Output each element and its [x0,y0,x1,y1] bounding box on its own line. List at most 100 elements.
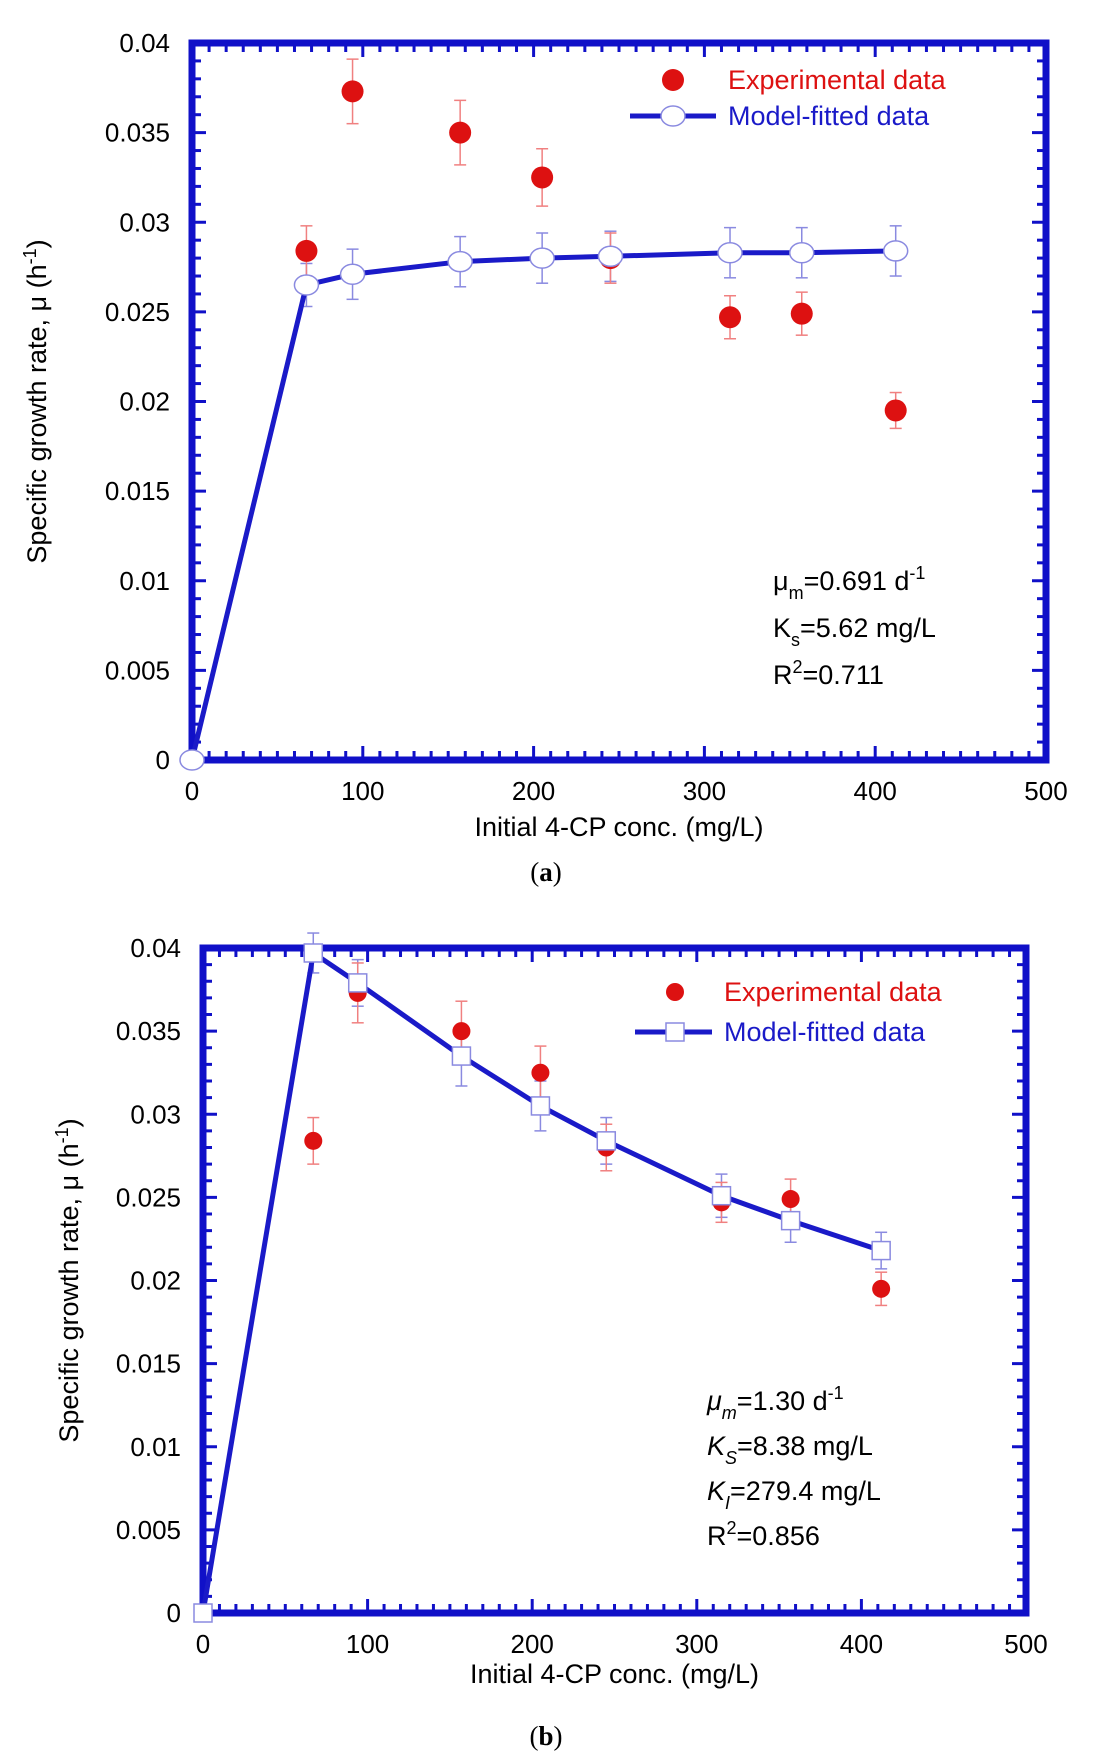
panel-a-y-tick-label: 0.025 [105,297,170,327]
panel-a-model-point [882,240,909,262]
panel-a-x-tick-label: 300 [683,776,726,806]
panel-a-y-axis-label-tail: ) [22,239,52,248]
panel-a-annotation-sup: -1 [909,563,925,583]
chart-panel-b: 0 100 200 300 400 500 0 0.005 0.01 0.015 0.02 0.025… [52,932,1048,1689]
panel-b-model-point [780,1210,801,1231]
panel-a-annotation-sup: 2 [793,657,803,677]
panel-b-model-point [303,943,324,963]
panel-a-experimental-point [295,239,318,262]
panel-b-y-axis-label: Specific growth rate, μ (h-1) [52,1118,84,1442]
panel-a-legend-model-marker [660,105,686,127]
panel-b-annotation-base: K [707,1476,726,1506]
panel-b-annotation-text: =8.38 mg/L [737,1431,873,1461]
caption-a-letter: a [539,857,553,887]
panel-b-x-tick-label: 100 [346,1629,389,1659]
panel-a-annotation-sub: m [789,583,804,603]
panel-a-parameter-annotation: R2=0.711 [773,657,884,690]
panel-b-experimental-point [452,1022,471,1041]
panel-a-x-tick-label: 500 [1024,776,1067,806]
panel-b-model-point [347,973,368,993]
panel-a-y-tick-label: 0.03 [119,207,170,237]
panel-a-model-point [717,241,743,264]
panel-a-model-point [447,250,473,273]
panel-b-y-axis-label-sup: -1 [52,1127,72,1143]
panel-b-x-tick-label: 200 [511,1629,554,1659]
panel-b-annotation-text: =279.4 mg/L [730,1476,881,1506]
panel-a-plot-frame [188,39,1050,764]
panel-a-y-tick-label: 0.01 [119,566,170,596]
panel-b-legend-experimental-marker [666,983,684,1001]
panel-a-annotation-base: K [773,613,791,643]
panel-b-x-tick-label: 400 [840,1629,883,1659]
panel-b-y-tick-label: 0.035 [116,1016,181,1046]
panel-b-annotation-base: R [707,1521,727,1551]
panel-b-parameter-annotation: μm=1.30 d-1 [706,1383,844,1423]
panel-b-y-tick-label: 0.005 [116,1515,181,1545]
panel-b-parameter-annotation: KI=279.4 mg/L [707,1476,881,1513]
panel-a-experimental-point [790,302,813,325]
panel-a-model-point [597,245,624,268]
panel-b-legend-model-label: Model-fitted data [724,1017,926,1047]
panel-a-experimental-point [449,121,472,144]
panel-a-y-tick-label: 0 [156,745,170,775]
panel-a-y-tick-label: 0.035 [105,118,170,148]
panel-a-model-point [789,241,815,264]
panel-a-x-tick-label: 200 [512,776,555,806]
panel-b-y-axis-label-tail: ) [54,1118,84,1127]
panel-b-experimental-point [304,1131,323,1150]
panel-a-model-point [529,247,555,269]
panel-a-legend-experimental-marker [662,69,684,91]
panel-a-y-axis-label-main: Specific growth rate, μ (h [22,264,52,563]
panel-b-annotation-text: =1.30 d [737,1386,828,1416]
panel-a-experimental-point [341,80,364,103]
chart-panel-a: 0 100 200 300 400 500 0 0.005 0.01 0.015 0.02 0.025… [20,28,1068,842]
panel-b-y-tick-label: 0.015 [116,1349,181,1379]
panel-a-y-tick-label: 0.04 [119,28,170,58]
panel-a-experimental-point [719,306,742,329]
panel-b-legend-model-marker [665,1022,685,1042]
panel-a-parameter-annotation: μm=0.691 d-1 [773,563,925,603]
panel-a-y-tick-label: 0.02 [119,387,170,417]
panel-b-model-point [193,1603,213,1623]
panel-a-model-point [293,274,320,296]
panel-a-x-tick-label: 100 [341,776,384,806]
panel-a-experimental-point [884,399,907,422]
panel-b-model-point [451,1046,472,1066]
panel-a-y-tick-label: 0.015 [105,476,170,506]
panel-a-x-axis-label: Initial 4-CP conc. (mg/L) [474,812,763,842]
panel-a-annotation-sub: s [791,630,800,650]
panel-b-x-tick-label: 300 [675,1629,718,1659]
panel-a-y-axis-label-sup: -1 [20,248,40,264]
caption-b-letter: b [538,1721,553,1751]
panel-b-y-tick-label: 0.01 [130,1432,181,1462]
panel-b-annotation-base: K [707,1431,726,1461]
panel-b-y-tick-label: 0 [167,1598,181,1628]
panel-b-annotation-sup: -1 [828,1383,844,1403]
panel-a-legend-experimental-label: Experimental data [728,65,947,95]
panel-b-y-tick-label: 0.04 [130,933,181,963]
panel-a-model-point [339,263,366,285]
panel-a-x-tick-label: 400 [854,776,897,806]
panel-b-annotation-base: μ [706,1386,722,1416]
panel-b-annotation-sub: I [725,1493,730,1513]
panel-b-model-line [200,950,882,1614]
panel-b-annotation-sub: S [725,1448,737,1468]
panel-b-legend-experimental-label: Experimental data [724,977,943,1007]
caption-b: (b) [529,1721,562,1751]
caption-a: (a) [530,857,562,887]
panel-b-experimental-point [872,1279,891,1298]
panel-a-parameter-annotation: Ks=5.62 mg/L [773,613,936,650]
panel-b-annotation-sub: m [722,1403,737,1423]
panel-b-model-point [871,1240,891,1261]
panel-a-x-tick-label: 0 [185,776,199,806]
panel-a-y-axis-label: Specific growth rate, μ (h-1) [20,239,52,563]
panel-a-annotation-text: =0.711 [803,660,884,690]
panel-b-model-point [711,1185,732,1206]
panel-b-x-tick-label: 500 [1004,1629,1047,1659]
panel-a-annotation-text: =5.62 mg/L [800,613,936,643]
panel-a-y-tick-label: 0.005 [105,655,170,685]
panel-a-annotation-base: μ [773,566,789,596]
panel-a-legend-model-label: Model-fitted data [728,101,930,131]
panel-b-y-tick-label: 0.03 [130,1099,181,1129]
